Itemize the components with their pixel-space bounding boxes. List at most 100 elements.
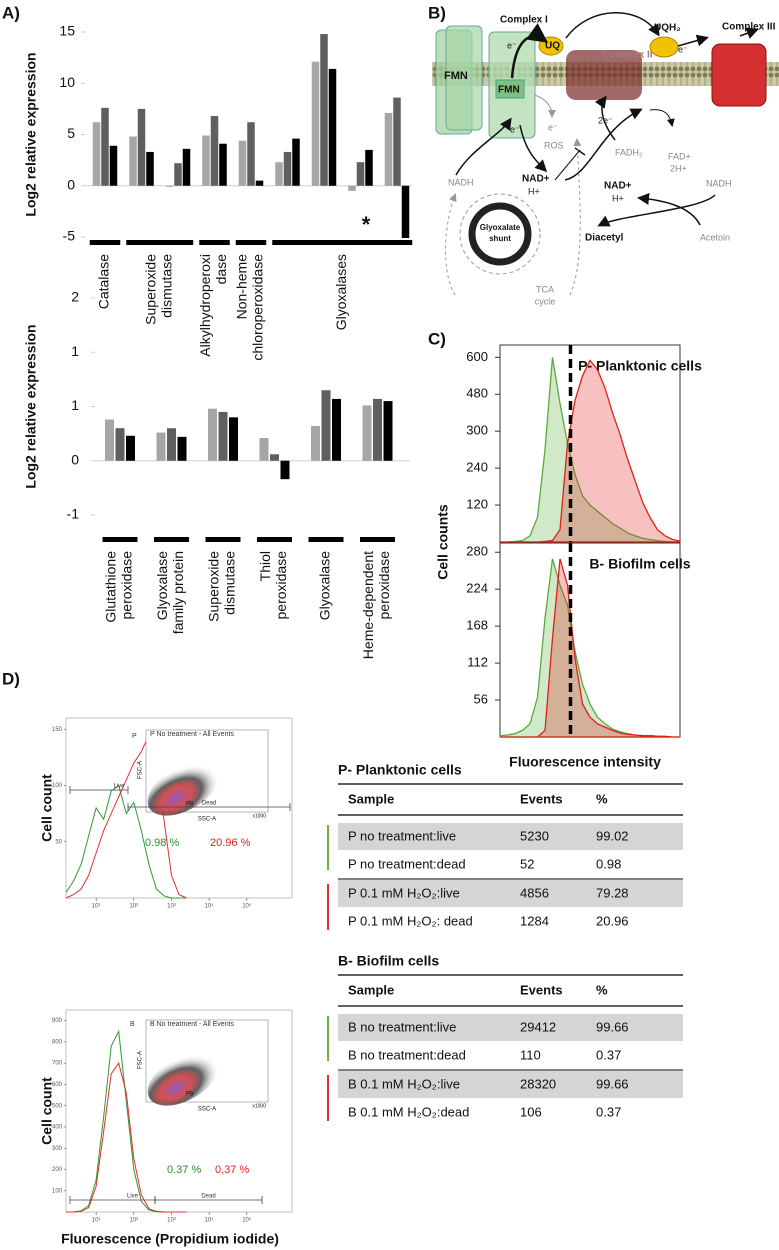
y-tick-label: 56: [474, 691, 488, 706]
y-tick-label: -5: [63, 228, 76, 244]
bar: [156, 432, 166, 461]
table-header: %: [596, 791, 608, 806]
group-label: peroxidase: [119, 551, 135, 620]
inset-title: B No treatment - All Events: [150, 1021, 235, 1028]
diagram-label: NADH: [706, 178, 732, 188]
table-cell: B no treatment:live: [348, 1019, 456, 1034]
group-bracket: [257, 537, 292, 542]
diagram-label: Complex II: [602, 50, 653, 61]
diagram-label: Acetoin: [700, 232, 730, 242]
y-tick-label: 900: [52, 1018, 63, 1024]
y-tick-label: 800: [52, 1039, 63, 1045]
x-tick-label: 10¹: [92, 904, 101, 910]
diagram-label: Diacetyl: [585, 233, 624, 244]
y-tick-label: 400: [52, 1125, 63, 1131]
panel-label: D): [2, 669, 20, 688]
group-label: dismutase: [158, 254, 174, 318]
diagram-label: shunt: [489, 234, 511, 243]
arrow: [739, 27, 759, 39]
arrow: [564, 108, 643, 181]
table-cell: 1284: [520, 913, 549, 928]
bar: [167, 428, 176, 461]
quinone: [649, 36, 679, 58]
diagram-label: e⁻: [678, 44, 688, 54]
x-tick-label: 10⁴: [204, 1217, 214, 1224]
line: [65, 784, 187, 899]
group-label: Non-heme: [234, 254, 250, 320]
bar: [332, 398, 341, 461]
inhibition: [574, 147, 586, 156]
gate-percent: 0,37 %: [215, 1164, 249, 1176]
bar: [393, 97, 401, 186]
table-cell: P no treatment:dead: [348, 856, 466, 871]
table-cell: B no treatment:dead: [348, 1047, 466, 1062]
bar: [101, 107, 109, 186]
group-label: Superoxide: [206, 551, 222, 622]
gate-label: Live: [113, 784, 125, 790]
group-label: Alkylhydroperoxi: [197, 254, 213, 357]
x-tick-label: 10⁵: [242, 903, 252, 910]
arrow: [565, 12, 660, 39]
y-tick-label: 50: [55, 839, 62, 845]
bar: [109, 145, 118, 186]
gate-percent: 0.98 %: [145, 837, 179, 849]
y-tick-label: 200: [52, 1167, 63, 1173]
y-axis-label: Cell count: [39, 1077, 55, 1145]
diagram-label: H+: [612, 193, 624, 203]
y-tick-label: 1: [71, 397, 79, 413]
y-tick-label: -1: [67, 506, 80, 522]
arrow: [510, 23, 549, 79]
bar: [177, 436, 187, 461]
bar: [292, 138, 300, 186]
table-cell: 0.98: [596, 856, 621, 871]
inset-axis-label: FSC-A: [138, 1051, 144, 1069]
y-tick-label: 0: [67, 176, 75, 192]
bar: [365, 149, 373, 186]
table-cell: 79.28: [596, 885, 629, 900]
y-axis-label: Cell count: [39, 774, 55, 842]
group-bracket: [205, 537, 241, 542]
table-cell: 0.37: [596, 1047, 621, 1062]
row-shade: [338, 1071, 683, 1098]
bar: [219, 143, 227, 186]
table-cell: 99.66: [596, 1076, 629, 1091]
group-bracket: [308, 537, 344, 542]
diagram-label: NAD+: [604, 181, 632, 192]
y-tick-label: 300: [466, 423, 488, 438]
diagram-label: FMN: [498, 85, 520, 96]
bar: [283, 151, 292, 186]
y-tick-label: 120: [466, 497, 488, 512]
table-cell: P 0.1 mM H₂O₂:live: [348, 885, 460, 900]
y-tick-label: 168: [466, 618, 488, 633]
group-bracket: [102, 537, 138, 542]
group-bracket: [154, 537, 189, 542]
group-label: Catalase: [96, 254, 112, 309]
gate-percent: 20.96 %: [210, 837, 251, 849]
bar: [311, 426, 320, 461]
table-header: Sample: [348, 982, 394, 997]
group-label: dismutase: [222, 551, 238, 615]
bar: [126, 435, 135, 461]
y-tick-label: 5: [67, 125, 75, 141]
x-tick-label: 10³: [167, 1218, 176, 1224]
table-cell: 110: [520, 1047, 541, 1062]
x-axis-label: Fluorescence intensity: [509, 754, 661, 770]
diagram-label: NADH: [448, 177, 474, 187]
gate-label: Live: [127, 1194, 139, 1200]
complex-shape: [711, 43, 767, 107]
diagram-label: 2e⁻: [598, 115, 613, 125]
cycle: [459, 193, 541, 275]
y-tick-label: 15: [59, 23, 75, 39]
y-axis-label: Log2 relative expression: [23, 52, 39, 216]
y-tick-label: 2: [71, 289, 79, 305]
bar: [259, 437, 269, 461]
table-title: P- Planktonic cells: [338, 762, 462, 778]
table-cell: B 0.1 mM H₂O₂:dead: [348, 1104, 469, 1119]
y-tick-label: 100: [52, 783, 63, 789]
area: [499, 558, 680, 738]
table-cell: P no treatment:live: [348, 828, 456, 843]
x-tick-label: 10³: [167, 904, 176, 910]
bar: [210, 116, 219, 186]
y-tick-label: 600: [52, 1082, 63, 1088]
bar: [174, 163, 182, 186]
